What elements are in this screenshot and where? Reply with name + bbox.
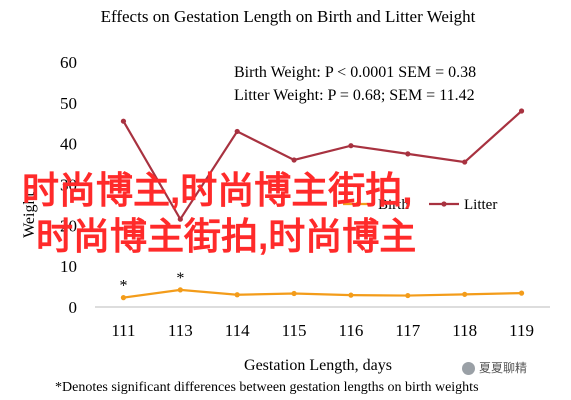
data-point-birth (462, 291, 468, 297)
x-tick-label: 119 (509, 321, 534, 340)
stat-litter: Litter Weight: P = 0.68; SEM = 11.42 (234, 87, 475, 104)
legend-marker-birth (355, 201, 361, 207)
data-point-litter (518, 108, 525, 114)
data-point-birth (518, 290, 525, 296)
legend: Birth Litter (343, 197, 497, 213)
data-point-birth (234, 292, 240, 298)
x-tick-label: 111 (111, 321, 135, 340)
legend-label-litter: Litter (464, 197, 497, 213)
chart-title: Effects on Gestation Length on Birth and… (101, 7, 476, 26)
data-point-litter (120, 118, 127, 124)
data-point-litter (234, 128, 240, 135)
y-tick-label: 20 (60, 216, 77, 235)
x-tick-label: 117 (395, 321, 420, 340)
data-point-birth (291, 290, 297, 297)
x-tick-label: 114 (225, 321, 250, 340)
overlay-text-2: 时尚博主街拍,时尚博主 (36, 216, 417, 257)
data-point-litter (405, 151, 411, 157)
significance-marker: * (119, 278, 127, 295)
data-point-birth (120, 295, 127, 301)
axes: 0 10 20 30 40 50 60 111 113 114 115 116 117 118 119 (60, 53, 550, 340)
x-tick-label: 113 (168, 321, 193, 340)
data-point-litter (177, 216, 183, 222)
wechat-icon (462, 362, 475, 376)
x-tick-label: 115 (282, 321, 307, 340)
data-point-litter (291, 157, 297, 163)
overlay-text-1: 时尚博主,时尚博主街拍, (22, 170, 413, 211)
y-tick-label: 0 (69, 298, 78, 317)
chart-marks: * * Birth Litter (119, 108, 525, 301)
stat-birth: Birth Weight: P < 0.0001 SEM = 0.38 (234, 64, 476, 81)
data-point-birth (405, 292, 411, 299)
legend-label-birth: Birth (378, 197, 409, 213)
series-line-litter (122, 110, 523, 222)
data-point-birth (177, 287, 183, 293)
watermark: 夏夏聊精 (462, 359, 527, 376)
x-axis-label: Gestation Length, days (244, 357, 392, 374)
x-tick-label: 116 (339, 321, 364, 340)
y-tick-label: 10 (60, 257, 77, 276)
x-tick-label: 118 (452, 321, 477, 340)
y-tick-label: 50 (60, 94, 77, 113)
data-point-birth (348, 292, 354, 298)
y-tick-label: 30 (60, 176, 77, 195)
y-tick-label: 40 (60, 135, 77, 154)
legend-marker-litter (441, 201, 447, 207)
y-axis-label: Weight (21, 192, 38, 238)
data-point-litter (462, 159, 468, 165)
watermark-text: 夏夏聊精 (479, 361, 528, 375)
series-line-birth (123, 288, 522, 299)
footnote: *Denotes significant differences between… (55, 380, 479, 395)
y-tick-label: 60 (60, 53, 77, 72)
data-point-litter (348, 143, 354, 149)
significance-marker: * (176, 270, 184, 287)
